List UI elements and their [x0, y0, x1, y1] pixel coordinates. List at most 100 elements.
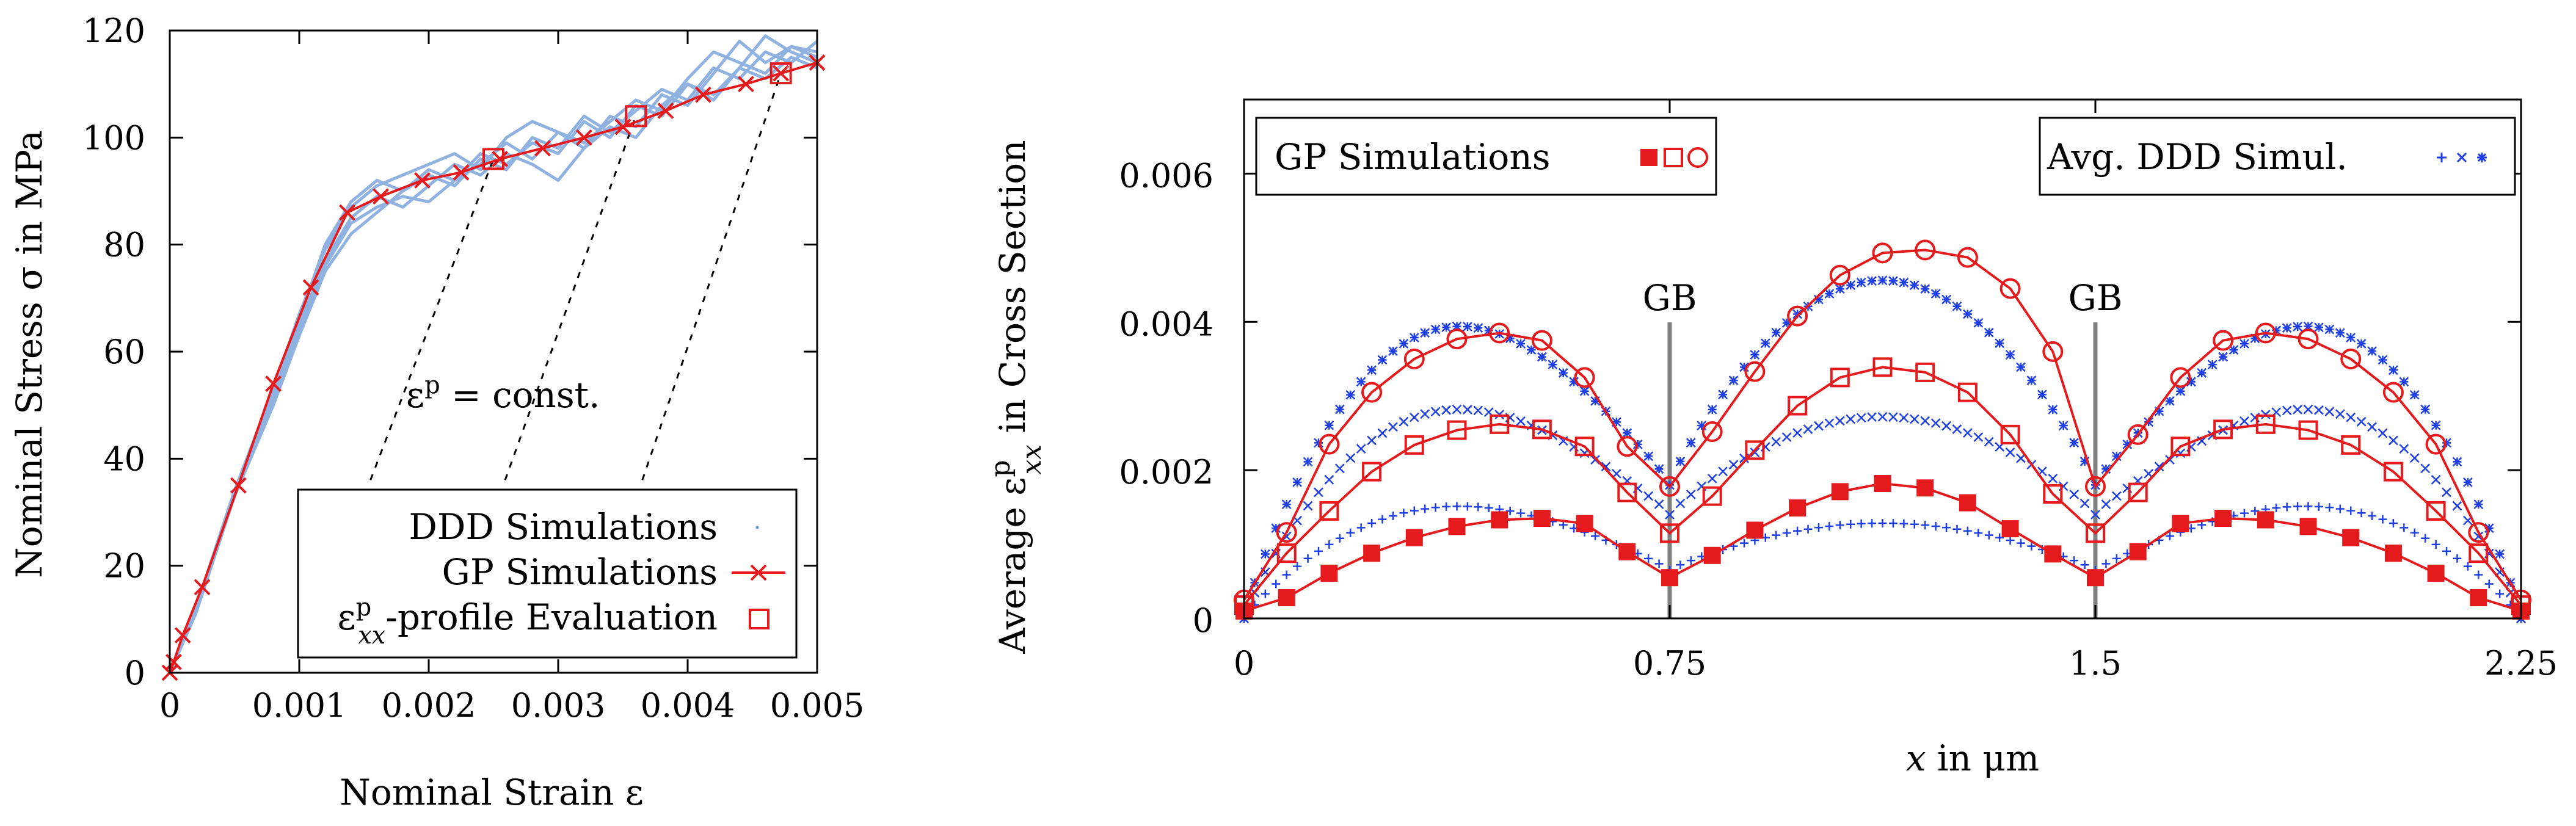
ddd-point — [1899, 413, 1909, 423]
gp-point — [492, 150, 509, 167]
ddd-point — [2175, 386, 2186, 396]
ddd-point — [1334, 463, 1345, 474]
ddd-point — [2335, 504, 2345, 513]
ddd-point — [1261, 589, 1270, 598]
ddd-point — [1942, 523, 1951, 532]
ddd-point — [2346, 412, 2356, 422]
gp-profile-point — [1531, 330, 1552, 351]
ddd-point — [1835, 416, 1845, 426]
ddd-point — [1835, 284, 1845, 294]
ddd-point — [2207, 360, 2218, 370]
legend-eval-sample — [749, 609, 770, 629]
gp-profile-point — [1576, 515, 1593, 532]
gp-profile-point — [2298, 420, 2318, 440]
ddd-point — [1974, 528, 1983, 537]
ddd-point — [2239, 509, 2249, 518]
right-legend-ddd-label: Avg. DDD Simul. — [2047, 136, 2348, 178]
ddd-point — [2154, 406, 2164, 416]
ddd-point — [1909, 414, 1919, 424]
ddd-point — [2400, 523, 2409, 532]
gb-label-left: GB — [1643, 277, 1697, 319]
ddd-point — [1920, 416, 1930, 426]
gp-point — [302, 279, 319, 296]
ddd-point — [1463, 404, 1472, 415]
ddd-point — [1324, 475, 1334, 485]
left-y-tick-label: 20 — [103, 547, 145, 585]
ddd-point — [2101, 464, 2111, 474]
left-x-axis-label: Nominal Strain ε — [340, 772, 644, 813]
ddd-point — [2016, 362, 2026, 372]
ddd-point — [1995, 338, 2005, 349]
gp-profile-point — [1447, 420, 1467, 440]
ddd-point — [2357, 509, 2366, 518]
ddd-point — [1324, 420, 1334, 430]
gp-point — [773, 65, 790, 82]
ddd-point — [1910, 520, 1919, 529]
ddd-point — [1420, 328, 1430, 338]
gp-profile-point — [1276, 522, 1297, 543]
legend-ddd-label: DDD Simulations — [409, 506, 718, 548]
ddd-point — [2367, 422, 2377, 432]
ddd-point — [1474, 502, 1483, 512]
gp-profile-point — [1361, 382, 1383, 403]
gp-point — [165, 654, 182, 670]
gp-point — [194, 579, 211, 596]
ddd-point — [1452, 321, 1462, 331]
gp-profile-line — [1243, 248, 2522, 601]
ddd-point — [2027, 542, 2036, 551]
right-x-tick-label: 0 — [1234, 644, 1254, 683]
gp-profile-point — [1957, 247, 1978, 268]
ddd-point — [1378, 515, 1387, 524]
gp-profile-point — [1915, 239, 1936, 261]
gp-profile-point — [1660, 523, 1679, 543]
ddd-point — [2453, 554, 2462, 563]
gp-profile-point — [2340, 349, 2362, 369]
legend-star-marker — [2477, 153, 2487, 162]
left-y-tick-label: 80 — [103, 226, 145, 264]
ddd-point — [1377, 355, 1388, 365]
ddd-point — [2303, 404, 2313, 415]
ddd-point — [2293, 502, 2302, 511]
gp-point — [373, 188, 389, 205]
constant-strain-line-3 — [641, 73, 782, 480]
gp-profile-point — [1533, 510, 1551, 527]
ddd-point — [1930, 418, 1941, 429]
legend-filled-square — [1640, 149, 1657, 166]
ddd-point — [1771, 437, 1781, 447]
ddd-point — [1377, 428, 1388, 438]
gp-profile-point — [2129, 543, 2147, 560]
ddd-point — [2250, 333, 2260, 344]
ddd-point — [1973, 318, 1984, 328]
ddd-point — [1356, 523, 1366, 532]
ddd-point — [1984, 327, 1994, 338]
ddd-point — [1399, 509, 1408, 518]
gp-profile-point — [2384, 545, 2402, 562]
gp-profile-point — [2042, 341, 2064, 362]
ddd-point — [1952, 301, 1962, 311]
gp-profile-point — [1959, 494, 1976, 512]
gp-profile-point — [2213, 330, 2234, 351]
left-legend: DDD Simulations GP Simulations εp xx-prof… — [297, 488, 798, 659]
left-x-tick-label: 0.002 — [382, 686, 476, 725]
ddd-point — [1963, 526, 1972, 535]
ddd-point — [2239, 416, 2249, 426]
ddd-point — [1941, 421, 1951, 431]
ddd-point — [2431, 540, 2440, 549]
ddd-point — [1782, 528, 1791, 537]
ddd-point — [2005, 350, 2015, 360]
ddd-point — [1920, 284, 1930, 294]
gp-profile-point — [1489, 322, 1510, 344]
left-x-tick-label: 0.001 — [252, 686, 347, 725]
ddd-point — [1803, 524, 1813, 534]
ddd-point — [1505, 333, 1515, 344]
left-y-tick-label: 0 — [125, 654, 145, 692]
ddd-point — [1622, 428, 1632, 438]
gp-profile-point — [1491, 511, 1508, 529]
gp-profile-point — [2427, 564, 2445, 582]
ddd-point — [1399, 339, 1409, 349]
ddd-point — [2272, 504, 2281, 513]
gp-point — [695, 86, 711, 103]
gp-profile-point — [1874, 475, 1891, 492]
ddd-point — [1643, 451, 1654, 462]
gp-profile-point — [1618, 543, 1636, 560]
